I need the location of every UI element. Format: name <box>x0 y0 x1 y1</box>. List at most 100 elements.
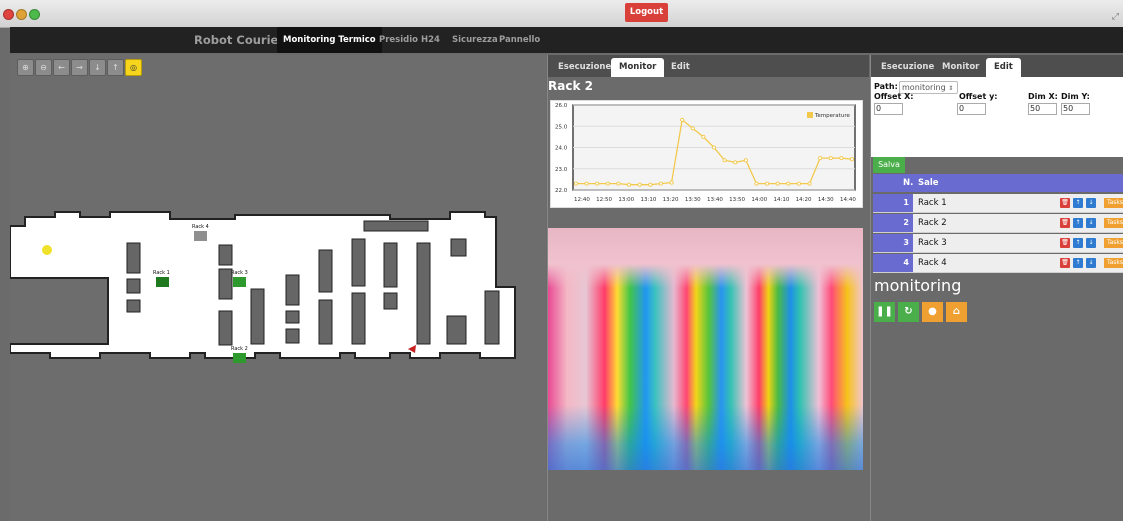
home-icon[interactable]: ⌂ <box>946 302 967 322</box>
temperature-point <box>839 156 844 161</box>
pause-icon[interactable]: ❚❚ <box>874 302 895 322</box>
zoom-window-icon[interactable] <box>29 9 40 20</box>
top-navbar: Robot Courier Monitoring Termico Presidi… <box>10 27 1123 53</box>
arrow-up-icon[interactable]: ↑ <box>1073 258 1083 268</box>
fullscreen-icon[interactable]: ⤢ <box>1111 12 1119 22</box>
arrow-down-icon[interactable]: ↓ <box>1086 238 1096 248</box>
row-name: Rack 1 <box>918 198 947 208</box>
arrow-down-icon[interactable]: ↓ <box>1086 258 1096 268</box>
nav-monitoring-termico[interactable]: Monitoring Termico <box>277 27 382 53</box>
refresh-icon[interactable]: ↻ <box>898 302 919 322</box>
shelf <box>450 238 467 257</box>
arrow-up-icon[interactable]: ↑ <box>1073 198 1083 208</box>
dim-x-input[interactable]: 50 <box>1028 103 1057 115</box>
rack-1-marker[interactable] <box>156 277 169 287</box>
robot-marker-icon <box>42 245 52 255</box>
path-select-value: monitoring <box>902 83 946 92</box>
x-tick-label: 14:30 <box>818 197 834 203</box>
zoom-in-icon[interactable]: ⊕ <box>17 59 34 76</box>
shelf <box>250 288 265 345</box>
temperature-point <box>573 181 579 186</box>
tab-edit-right[interactable]: Edit <box>986 58 1021 77</box>
temperature-point <box>786 181 791 186</box>
y-tick-label: 22.0 <box>555 188 568 194</box>
shelf <box>218 310 233 346</box>
arrow-up-icon[interactable]: ↑ <box>1073 238 1083 248</box>
arrow-left-icon[interactable]: ← <box>53 59 70 76</box>
path-select[interactable]: monitoring ⇕ <box>899 81 958 94</box>
logout-button[interactable]: Logout <box>625 3 668 22</box>
select-arrows-icon: ⇕ <box>948 85 954 92</box>
shelf <box>126 299 141 313</box>
arrow-down-icon[interactable]: ↓ <box>89 59 106 76</box>
tasks-button[interactable]: Tasks <box>1104 238 1123 248</box>
delete-icon[interactable]: 🗑 <box>1060 198 1070 208</box>
shelf <box>318 299 333 345</box>
tasks-button[interactable]: Tasks <box>1104 198 1123 208</box>
x-tick-label: 13:40 <box>707 197 723 203</box>
temperature-point <box>595 181 600 186</box>
arrow-up-icon[interactable]: ↑ <box>1073 218 1083 228</box>
tab-edit[interactable]: Edit <box>671 62 690 72</box>
zoom-out-icon[interactable]: ⊖ <box>35 59 52 76</box>
user-icon[interactable]: ● <box>922 302 943 322</box>
brand-title[interactable]: Robot Courier <box>194 33 285 47</box>
row-number: 4 <box>873 254 913 272</box>
tasks-button[interactable]: Tasks <box>1104 218 1123 228</box>
rack-2-marker[interactable] <box>233 353 246 363</box>
x-tick-label: 12:40 <box>574 197 590 203</box>
shelf <box>383 242 398 288</box>
thermal-image-overlay <box>548 228 863 288</box>
arrow-right-icon[interactable]: → <box>71 59 88 76</box>
temperature-point <box>616 181 621 186</box>
dim-y-input[interactable]: 50 <box>1061 103 1090 115</box>
nav-presidio-h24[interactable]: Presidio H24 <box>379 35 440 45</box>
delete-icon[interactable]: 🗑 <box>1060 238 1070 248</box>
x-tick-label: 12:50 <box>596 197 612 203</box>
table-row[interactable]: 3 Rack 3 🗑 ↑ ↓ Tasks <box>873 234 1123 253</box>
temperature-point <box>733 160 738 165</box>
minimize-window-icon[interactable] <box>16 9 27 20</box>
close-window-icon[interactable] <box>3 9 14 20</box>
rack-4-marker[interactable] <box>194 231 207 241</box>
temperature-point <box>743 158 748 163</box>
delete-icon[interactable]: 🗑 <box>1060 258 1070 268</box>
x-tick-label: 13:00 <box>618 197 634 203</box>
temperature-point <box>584 181 589 186</box>
y-tick-label: 26.0 <box>555 103 568 109</box>
temperature-point <box>796 181 801 186</box>
tab-esecuzione[interactable]: Esecuzione <box>558 62 612 72</box>
arrow-down-icon[interactable]: ↓ <box>1086 218 1096 228</box>
monitor-pane: Esecuzione Monitor Edit Rack 2 22.0 23.0 2… <box>547 55 869 521</box>
arrow-up-icon[interactable]: ↑ <box>107 59 124 76</box>
legend-label: Temperature <box>814 113 850 119</box>
dim-y-label: Dim Y: <box>1061 92 1090 101</box>
floor-map[interactable]: Rack 4 Rack 1 Rack 3 Rack 2 <box>10 205 546 375</box>
arrow-down-icon[interactable]: ↓ <box>1086 198 1096 208</box>
table-row[interactable]: 4 Rack 4 🗑 ↑ ↓ Tasks <box>873 254 1123 273</box>
mode-title: monitoring <box>874 276 962 295</box>
table-row[interactable]: 1 Rack 1 🗑 ↑ ↓ Tasks <box>873 194 1123 213</box>
shelf <box>363 220 429 232</box>
tab-monitor[interactable]: Monitor <box>611 58 665 77</box>
temperature-point <box>711 145 717 150</box>
delete-icon[interactable]: 🗑 <box>1060 218 1070 228</box>
temperature-point <box>849 157 855 162</box>
tab-monitor-right[interactable]: Monitor <box>942 62 980 72</box>
table-row[interactable]: 2 Rack 2 🗑 ↑ ↓ Tasks <box>873 214 1123 233</box>
offset-y-input[interactable]: 0 <box>957 103 986 115</box>
nav-pannello[interactable]: Pannello <box>499 35 541 45</box>
x-tick-label: 14:10 <box>774 197 790 203</box>
shelf <box>416 242 431 345</box>
y-tick-label: 24.0 <box>555 146 568 152</box>
tab-esecuzione-right[interactable]: Esecuzione <box>881 62 935 72</box>
tasks-button[interactable]: Tasks <box>1104 258 1123 268</box>
rack-2-label: Rack 2 <box>231 346 248 352</box>
target-icon[interactable]: ◎ <box>125 59 142 76</box>
rack-3-label: Rack 3 <box>231 270 248 276</box>
offset-x-input[interactable]: 0 <box>874 103 903 115</box>
rack-3-marker[interactable] <box>233 277 246 287</box>
nav-sicurezza[interactable]: Sicurezza <box>452 35 498 45</box>
salva-button[interactable]: Salva <box>873 157 905 173</box>
chart-svg: 22.0 23.0 24.0 25.0 26.0 12:40 12:50 13:00 13:10… <box>555 103 856 203</box>
